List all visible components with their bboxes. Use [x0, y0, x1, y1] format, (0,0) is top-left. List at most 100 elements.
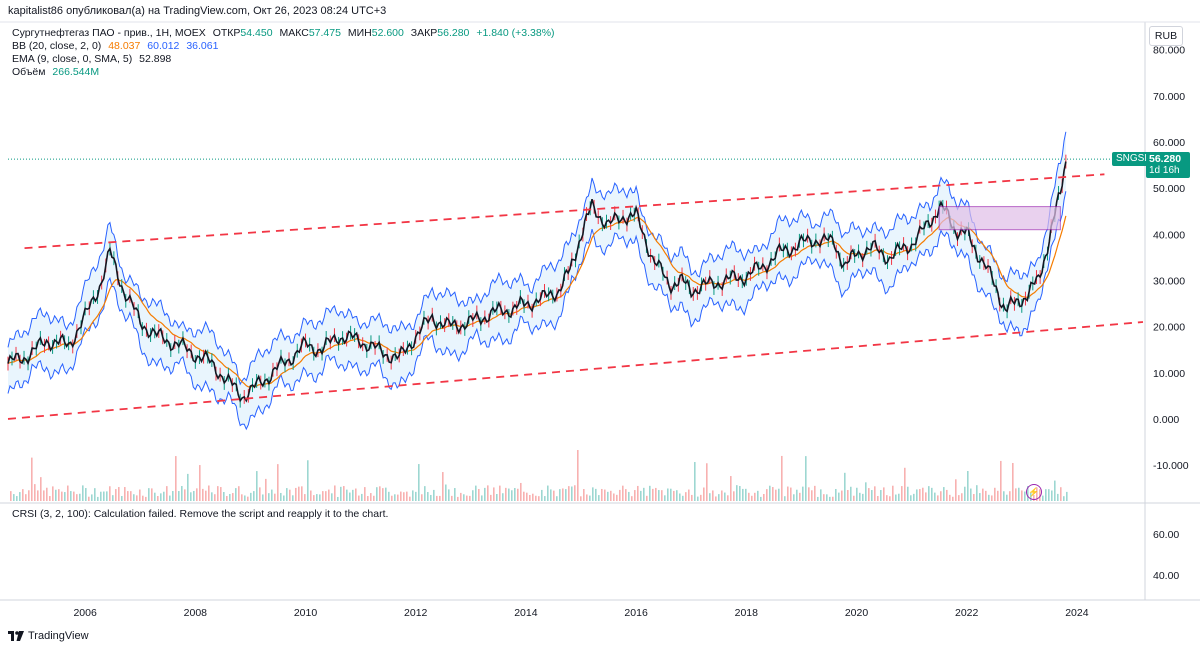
volume-bar: [778, 488, 780, 501]
volume-bar: [499, 485, 501, 501]
volume-bar: [391, 495, 393, 501]
volume-bar: [406, 491, 408, 501]
volume-bar: [88, 496, 90, 501]
bb-basis-value: 48.037: [108, 40, 141, 52]
volume-bar: [838, 492, 840, 501]
volume-bar: [361, 493, 363, 501]
volume-bar: [28, 490, 30, 501]
volume-bar: [829, 496, 831, 501]
volume-bar: [289, 489, 291, 501]
volume-bar: [601, 488, 603, 501]
volume-bar: [658, 490, 660, 501]
volume-bar: [43, 490, 45, 501]
volume-bar: [1018, 487, 1020, 501]
volume-bar: [709, 493, 711, 501]
volume-bar: [235, 488, 237, 501]
volume-bar: [352, 489, 354, 501]
volume-bar: [583, 489, 585, 501]
volume-bar: [571, 486, 573, 501]
volume-bar: [997, 490, 999, 501]
volume-bar: [529, 495, 531, 501]
volume-bar: [637, 485, 639, 501]
volume-bar: [328, 489, 330, 501]
volume-bar: [919, 489, 921, 501]
volume-bar: [70, 491, 72, 501]
volume-bar: [196, 488, 198, 501]
volume-bar: [730, 476, 732, 501]
volume-bar: [331, 493, 333, 501]
volume-bar: [508, 488, 510, 501]
volume-bar: [355, 488, 357, 501]
volume-bar: [469, 495, 471, 501]
x-tick-label: 2024: [1065, 607, 1089, 619]
x-tick-label: 2020: [845, 607, 869, 619]
volume-bar: [247, 496, 249, 501]
volume-bar: [442, 472, 444, 501]
volume-bar: [958, 495, 960, 501]
volume-bar: [757, 490, 759, 501]
volume-bar: [616, 494, 618, 501]
volume-bar: [211, 492, 213, 501]
volume-bar: [949, 494, 951, 501]
volume-bar: [586, 494, 588, 501]
volume-bar: [271, 489, 273, 501]
volume-bar: [193, 490, 195, 501]
volume-bar: [436, 495, 438, 501]
volume-bar: [598, 495, 600, 501]
lightning-icon[interactable]: ⚡: [1026, 484, 1042, 500]
volume-bar: [868, 488, 870, 501]
volume-bar: [703, 487, 705, 501]
volume-bar: [733, 491, 735, 501]
volume-bar: [166, 486, 168, 501]
volume-bar: [895, 494, 897, 501]
high-label: МАКС: [279, 27, 309, 39]
volume-bar: [727, 495, 729, 501]
volume-bar: [115, 489, 117, 501]
volume-bar: [676, 490, 678, 501]
volume-bar: [937, 495, 939, 501]
close-value: 56.280: [437, 27, 470, 39]
volume-bar: [574, 485, 576, 501]
tradingview-logo[interactable]: TradingView: [8, 630, 89, 642]
volume-bar: [301, 486, 303, 501]
x-tick-label: 2014: [514, 607, 538, 619]
volume-bar: [634, 490, 636, 501]
volume-bar: [679, 493, 681, 501]
volume-bar: [466, 495, 468, 501]
volume-bar: [760, 496, 762, 501]
brand-name: TradingView: [28, 630, 89, 642]
volume-bar: [397, 494, 399, 501]
price-line: [7, 161, 1067, 403]
volume-bar: [877, 495, 879, 501]
y-tick-label: 40.000: [1153, 229, 1185, 241]
volume-bar: [253, 491, 255, 501]
volume-bar: [1054, 480, 1056, 501]
volume-bar: [223, 491, 225, 501]
currency-button[interactable]: RUB: [1149, 26, 1183, 46]
symbol-legend: Сургутнефтегаз ПАО - прив., 1Н, MOEX ОТК…: [12, 27, 559, 39]
volume-bar: [475, 485, 477, 501]
volume-bar: [226, 495, 228, 501]
volume-bar: [805, 456, 807, 501]
volume-bar: [511, 490, 513, 501]
volume-bar: [145, 496, 147, 501]
volume-bar: [73, 491, 75, 501]
volume-bar: [286, 488, 288, 501]
y-tick-label: 60.000: [1153, 137, 1185, 149]
volume-bar: [343, 486, 345, 501]
volume-bar: [820, 489, 822, 501]
volume-bar: [178, 491, 180, 501]
volume-bar: [724, 492, 726, 501]
volume-bar: [496, 494, 498, 501]
high-value: 57.475: [308, 27, 341, 39]
volume-bar: [52, 486, 54, 501]
volume-bar: [850, 486, 852, 501]
volume-bar: [739, 486, 741, 501]
volume-bar: [970, 488, 972, 501]
volume-bar: [856, 487, 858, 501]
volume-bar: [688, 489, 690, 501]
volume-bar: [589, 495, 591, 501]
volume-bar: [712, 490, 714, 501]
volume-bar: [823, 494, 825, 501]
